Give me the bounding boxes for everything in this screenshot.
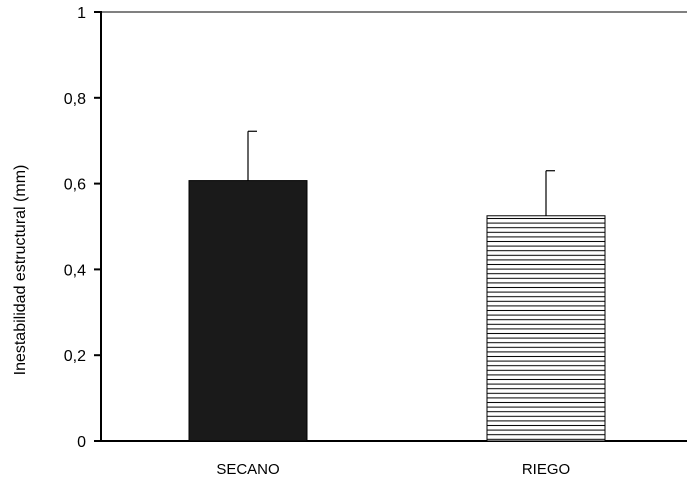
y-axis: 0 0,2 0,4 0,6 0,8 1 [64,5,101,451]
x-axis: SECANO RIEGO [216,461,570,478]
y-tick-label: 0,8 [64,91,86,108]
y-tick-label: 0,4 [64,262,86,279]
y-tick-label: 0 [77,434,86,451]
bar-secano [188,180,308,442]
x-tick-label: SECANO [216,461,279,478]
bars-group [188,130,606,442]
y-axis-title: Inestabilidad estructural (mm) [12,165,29,376]
bar-riego [486,215,606,442]
x-tick-label: RIEGO [522,461,570,478]
y-tick-label: 1 [77,5,86,22]
y-tick-label: 0,6 [64,177,86,194]
y-tick-label: 0,2 [64,348,86,365]
